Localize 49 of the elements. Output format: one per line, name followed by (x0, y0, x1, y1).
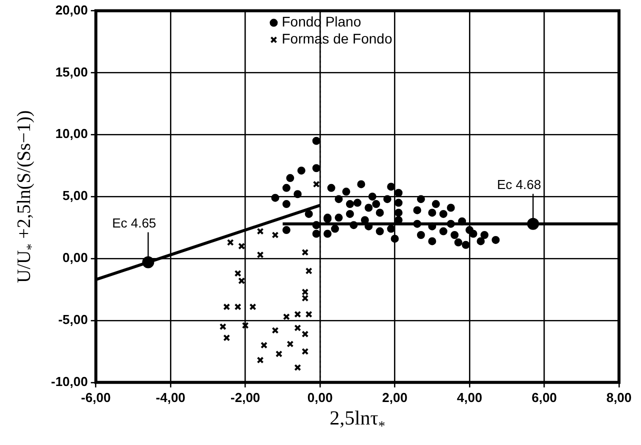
y-tick-label: 15,00 (55, 64, 88, 80)
point (223, 334, 230, 342)
point (272, 232, 279, 238)
point (294, 364, 302, 372)
x-tick-label: 6,00 (532, 390, 557, 405)
point (234, 270, 242, 277)
point (302, 248, 309, 256)
point (242, 322, 249, 329)
annotation: Ec 4.65 (112, 215, 156, 230)
y-tick-label: -5,00 (58, 312, 88, 328)
point (305, 267, 312, 274)
y-tick-label: 10,00 (55, 126, 88, 142)
y-axis-title: U/U* +2,5ln(S/(Ss−1)) (14, 110, 39, 283)
x-axis-title: 2,5lnτ* (330, 407, 386, 434)
point (249, 303, 256, 310)
point (226, 238, 234, 246)
y-tick-label: 0,00 (62, 250, 88, 266)
point (286, 340, 294, 348)
point (219, 323, 226, 330)
y-tick-label: 5,00 (62, 188, 88, 204)
y-tick-label: 20,00 (55, 2, 88, 18)
point (282, 313, 290, 320)
x-tick-label: 0,00 (307, 390, 333, 405)
point (302, 330, 309, 338)
y-tick-label: -10,00 (50, 374, 88, 389)
point (527, 218, 540, 230)
x-tick-label: -4,00 (156, 390, 186, 405)
point (260, 342, 268, 349)
x-tick-label: 2,00 (382, 390, 408, 405)
annotation: Ec 4.68 (496, 176, 542, 192)
point (256, 228, 264, 235)
point (234, 303, 242, 310)
point (223, 303, 230, 310)
point (294, 324, 302, 332)
point (302, 348, 309, 355)
x-tick-label: -6,00 (81, 390, 111, 405)
point (294, 310, 302, 318)
x-tick-label: -2,00 (230, 390, 260, 405)
point (238, 242, 246, 250)
point (305, 310, 312, 318)
point (272, 326, 279, 334)
point (275, 350, 282, 358)
x-tick-label: 4,00 (456, 390, 482, 405)
point (142, 256, 154, 268)
x-tick-label: 8,00 (606, 390, 632, 405)
point (256, 251, 264, 258)
point (238, 277, 246, 284)
point (256, 356, 264, 364)
point (312, 180, 320, 188)
